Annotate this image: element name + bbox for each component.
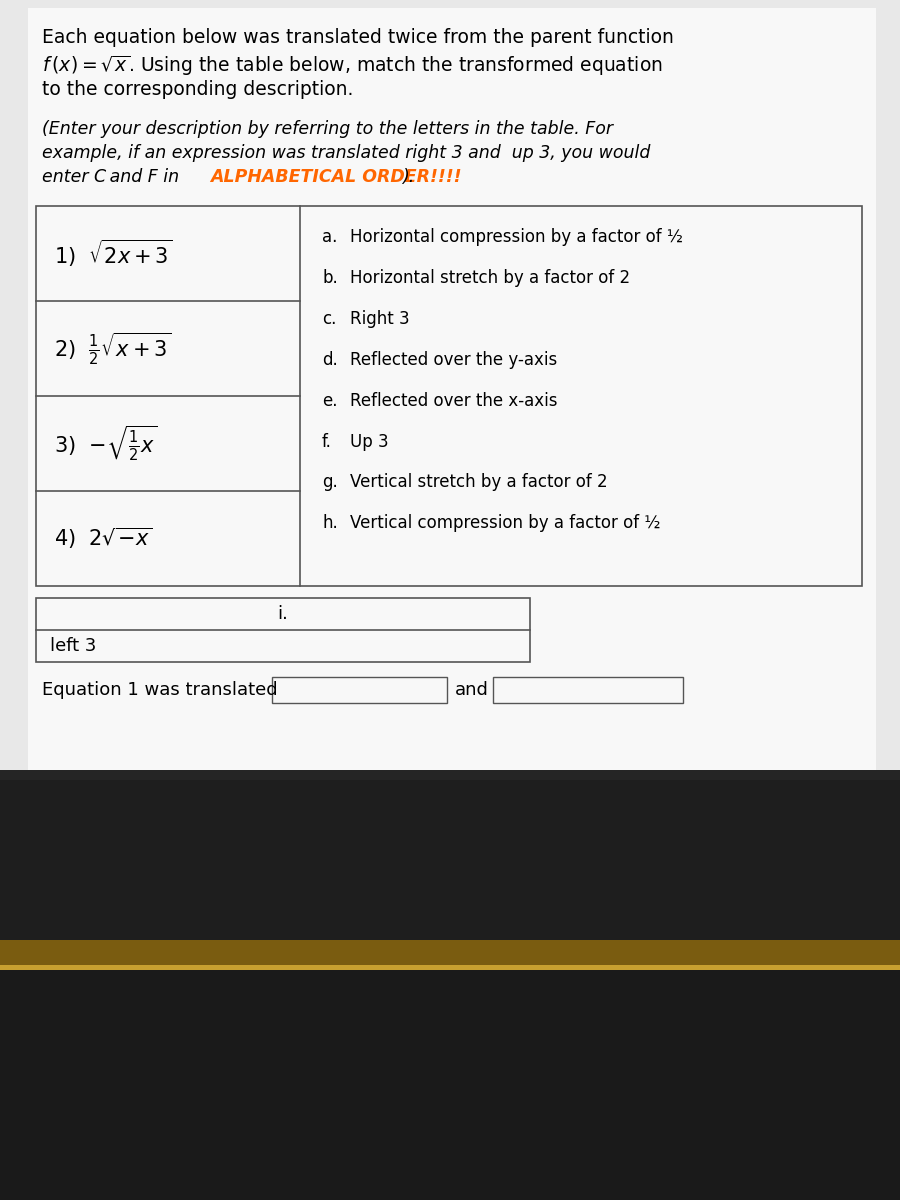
Bar bbox=[272, 677, 447, 703]
Text: to the corresponding description.: to the corresponding description. bbox=[42, 80, 354, 98]
Text: f.: f. bbox=[322, 432, 332, 450]
Text: g.: g. bbox=[322, 474, 338, 492]
Text: Each equation below was translated twice from the parent function: Each equation below was translated twice… bbox=[42, 28, 674, 47]
Text: Horizontal compression by a factor of ½: Horizontal compression by a factor of ½ bbox=[350, 228, 683, 246]
Text: 2)  $\frac{1}{2}\sqrt{x+3}$: 2) $\frac{1}{2}\sqrt{x+3}$ bbox=[54, 330, 172, 367]
Text: and: and bbox=[455, 680, 489, 698]
Text: h.: h. bbox=[322, 515, 338, 533]
Text: (Enter your description by referring to the letters in the table. For: (Enter your description by referring to … bbox=[42, 120, 613, 138]
Text: $f\,(x) = \sqrt{x}$. Using the table below, match the transformed equation: $f\,(x) = \sqrt{x}$. Using the table bel… bbox=[42, 54, 662, 78]
Text: e.: e. bbox=[322, 391, 338, 409]
Text: ALPHABETICAL ORDER!!!!: ALPHABETICAL ORDER!!!! bbox=[210, 168, 462, 186]
Text: Vertical compression by a factor of ½: Vertical compression by a factor of ½ bbox=[350, 515, 661, 533]
Text: i.: i. bbox=[277, 605, 288, 623]
Text: ).: ). bbox=[402, 168, 414, 186]
Bar bbox=[0, 0, 900, 780]
Text: 3)  $-\sqrt{\frac{1}{2}x}$: 3) $-\sqrt{\frac{1}{2}x}$ bbox=[54, 424, 158, 463]
Text: Reflected over the x-axis: Reflected over the x-axis bbox=[350, 391, 557, 409]
Bar bbox=[0, 940, 900, 965]
Bar bbox=[36, 598, 530, 662]
Bar bbox=[28, 8, 876, 770]
Text: left 3: left 3 bbox=[50, 637, 96, 655]
Bar bbox=[36, 206, 862, 586]
Bar bbox=[0, 970, 900, 1200]
Bar bbox=[0, 770, 900, 1200]
Text: Vertical stretch by a factor of 2: Vertical stretch by a factor of 2 bbox=[350, 474, 608, 492]
Text: Right 3: Right 3 bbox=[350, 310, 410, 328]
Text: enter C and F in: enter C and F in bbox=[42, 168, 184, 186]
Bar bbox=[0, 965, 900, 970]
Text: Horizontal stretch by a factor of 2: Horizontal stretch by a factor of 2 bbox=[350, 269, 630, 287]
Text: Equation 1 was translated: Equation 1 was translated bbox=[42, 680, 277, 698]
Text: Up 3: Up 3 bbox=[350, 432, 389, 450]
Text: c.: c. bbox=[322, 310, 337, 328]
Text: Reflected over the y-axis: Reflected over the y-axis bbox=[350, 350, 557, 368]
Bar bbox=[0, 780, 900, 960]
Bar bbox=[493, 677, 683, 703]
Text: d.: d. bbox=[322, 350, 338, 368]
Text: a.: a. bbox=[322, 228, 338, 246]
Text: b.: b. bbox=[322, 269, 338, 287]
Text: 1)  $\sqrt{2x+3}$: 1) $\sqrt{2x+3}$ bbox=[54, 238, 173, 269]
Text: example, if an expression was translated right 3 and  up 3, you would: example, if an expression was translated… bbox=[42, 144, 651, 162]
Text: 4)  $2\sqrt{-x}$: 4) $2\sqrt{-x}$ bbox=[54, 526, 152, 551]
